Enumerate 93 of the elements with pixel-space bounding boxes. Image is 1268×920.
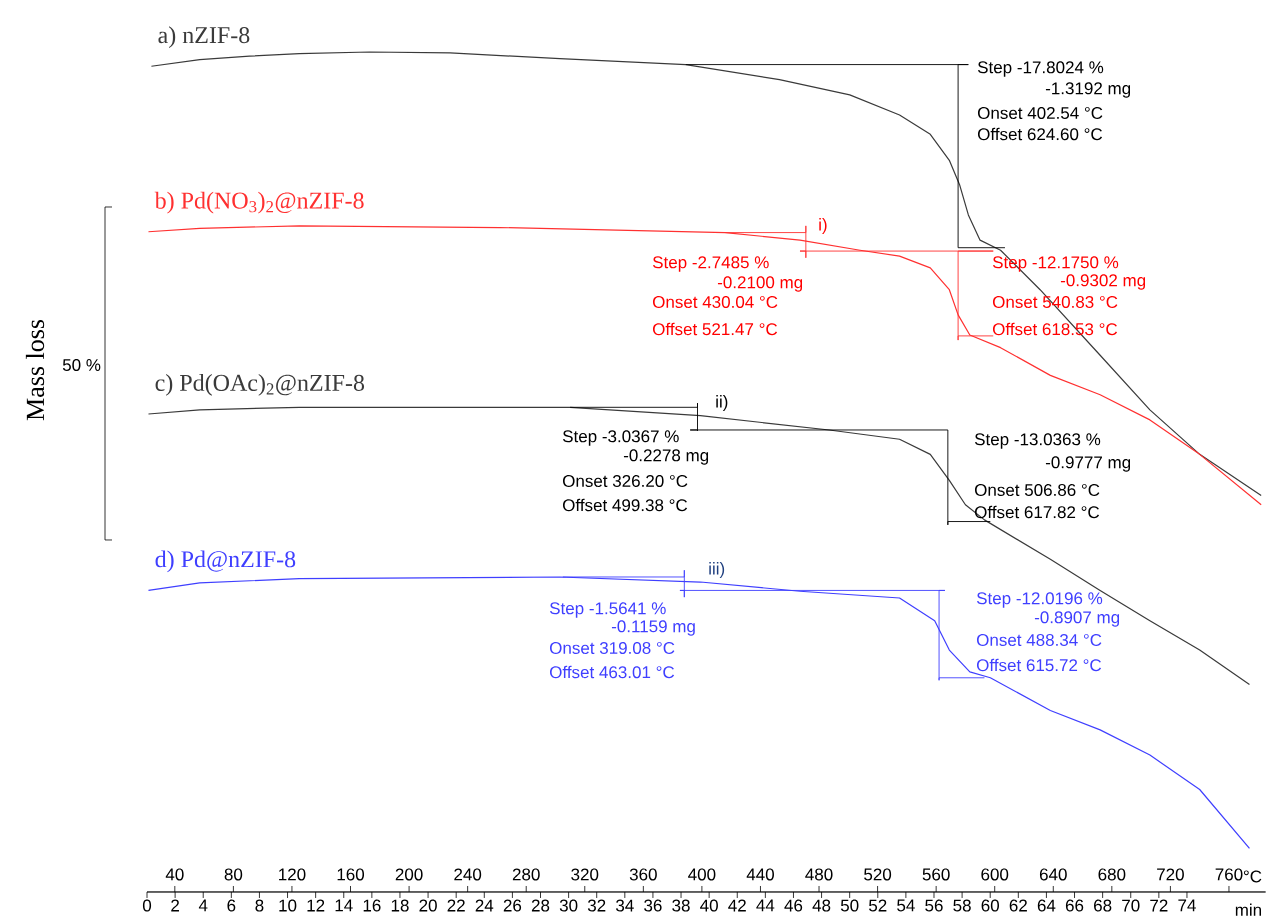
x-tick-label: 680 xyxy=(1098,868,1126,881)
x2-axis-title: min xyxy=(1235,903,1262,916)
x2-tick-label: 34 xyxy=(616,899,634,912)
x-tick-label: 40 xyxy=(165,868,184,881)
x-axis-title: °C xyxy=(1243,870,1262,883)
x2-tick-label: 28 xyxy=(531,899,550,912)
x-tick-label: 160 xyxy=(337,868,365,881)
x-tick-label: 280 xyxy=(512,868,540,881)
annotation: -0.9777 mg xyxy=(1045,456,1131,472)
annotation: Offset 463.01 °C xyxy=(549,665,675,679)
x-tick-label: 440 xyxy=(746,868,774,881)
x2-tick-label: 10 xyxy=(279,899,297,912)
series-label: a) nZIF-8 xyxy=(158,26,250,49)
annotation: -0.9302 mg xyxy=(1060,274,1146,290)
x-tick-label: 400 xyxy=(688,868,716,881)
annotation: Offset 624.60 °C xyxy=(977,127,1103,141)
x2-tick-label: 12 xyxy=(307,899,325,912)
annotation: Step -3.0367 % xyxy=(562,430,679,446)
x-tick-label: 240 xyxy=(454,868,482,881)
x2-tick-label: 46 xyxy=(784,899,803,912)
annotation: -0.8907 mg xyxy=(1034,611,1120,627)
annotation: i) xyxy=(819,218,827,234)
x2-tick-label: 40 xyxy=(700,899,718,912)
x-tick-label: 560 xyxy=(922,868,950,881)
annotation: Step -2.7485 % xyxy=(652,256,769,272)
x2-tick-label: 2 xyxy=(171,899,179,912)
x2-tick-label: 56 xyxy=(925,899,943,912)
x2-tick-label: 74 xyxy=(1178,899,1196,912)
x2-tick-label: 68 xyxy=(1094,899,1112,912)
y-axis-title: Mass loss xyxy=(25,320,45,421)
x2-tick-label: 44 xyxy=(756,899,775,912)
x2-tick-label: 52 xyxy=(869,899,887,912)
x2-tick-label: 14 xyxy=(335,899,353,912)
x-tick-label: 200 xyxy=(395,868,423,881)
x2-tick-label: 64 xyxy=(1037,899,1056,912)
x-tick-label: 120 xyxy=(279,868,306,881)
series-label: c) Pd(OAc)$_{2}$@nZIF-8 xyxy=(155,374,365,396)
x2-tick-label: 38 xyxy=(672,899,690,912)
x2-tick-label: 58 xyxy=(953,899,971,912)
x-tick-label: 360 xyxy=(629,868,657,881)
annotation: Onset 430.04 °C xyxy=(652,295,778,309)
x2-tick-label: 30 xyxy=(559,899,578,912)
annotation: Offset 617.82 °C xyxy=(974,505,1100,519)
x2-tick-label: 26 xyxy=(503,899,522,912)
x-tick-label: 720 xyxy=(1157,868,1184,881)
annotation: -0.2100 mg xyxy=(717,276,803,292)
x2-tick-label: 20 xyxy=(419,899,437,912)
x-tick-label: 600 xyxy=(981,868,1009,881)
annotation: Step -1.5641 % xyxy=(549,602,666,618)
annotation: Offset 615.72 °C xyxy=(976,658,1102,672)
x2-tick-label: 50 xyxy=(840,899,859,912)
x2-tick-label: 16 xyxy=(363,899,381,912)
x2-tick-label: 24 xyxy=(475,899,494,912)
x-tick-label: 480 xyxy=(805,868,833,881)
x2-tick-label: 18 xyxy=(391,899,409,912)
x2-tick-label: 66 xyxy=(1065,899,1084,912)
x2-tick-label: 62 xyxy=(1009,899,1027,912)
annotation: -0.1159 mg xyxy=(611,620,695,636)
annotation: iii) xyxy=(709,562,725,578)
annotation: -1.3192 mg xyxy=(1045,82,1131,98)
x2-tick-label: 54 xyxy=(897,899,915,912)
annotation: Onset 326.20 °C xyxy=(562,474,688,488)
x2-tick-label: 0 xyxy=(142,899,152,912)
text: 50 % xyxy=(62,358,101,372)
x2-tick-label: 70 xyxy=(1122,899,1140,912)
x-tick-label: 640 xyxy=(1039,868,1067,881)
x-tick-label: 760 xyxy=(1215,868,1243,881)
x2-tick-label: 60 xyxy=(981,899,999,912)
x-tick-label: 520 xyxy=(864,868,892,881)
x2-tick-label: 72 xyxy=(1150,899,1168,912)
annotation: Onset 506.86 °C xyxy=(974,483,1100,497)
x-tick-label: 320 xyxy=(571,868,599,881)
x2-tick-label: 4 xyxy=(198,899,208,912)
x2-tick-label: 42 xyxy=(728,899,746,912)
x2-tick-label: 36 xyxy=(644,899,662,912)
x2-tick-label: 48 xyxy=(812,899,831,912)
series-label: b) Pd(NO$_{3}$)$_{2}$@nZIF-8 xyxy=(154,191,364,214)
annotation: Onset 488.34 °C xyxy=(976,633,1102,647)
annotation: Step -13.0363 % xyxy=(974,433,1101,449)
series-label: d) Pd@nZIF-8 xyxy=(155,550,296,573)
x2-tick-label: 32 xyxy=(587,899,606,912)
annotation: -0.2278 mg xyxy=(623,449,709,465)
x2-tick-label: 22 xyxy=(447,899,465,912)
x2-tick-label: 6 xyxy=(227,899,236,912)
x2-tick-label: 8 xyxy=(255,899,264,912)
annotation: Offset 499.38 °C xyxy=(562,498,688,512)
annotation: Onset 402.54 °C xyxy=(977,106,1103,120)
x-tick-label: 80 xyxy=(224,868,243,881)
annotation: Onset 319.08 °C xyxy=(549,641,675,655)
annotation: Step -12.0196 % xyxy=(976,592,1103,608)
annotation: ii) xyxy=(716,395,728,411)
annotation: Step -17.8024 % xyxy=(977,61,1104,77)
annotation: Offset 521.47 °C xyxy=(652,322,778,336)
